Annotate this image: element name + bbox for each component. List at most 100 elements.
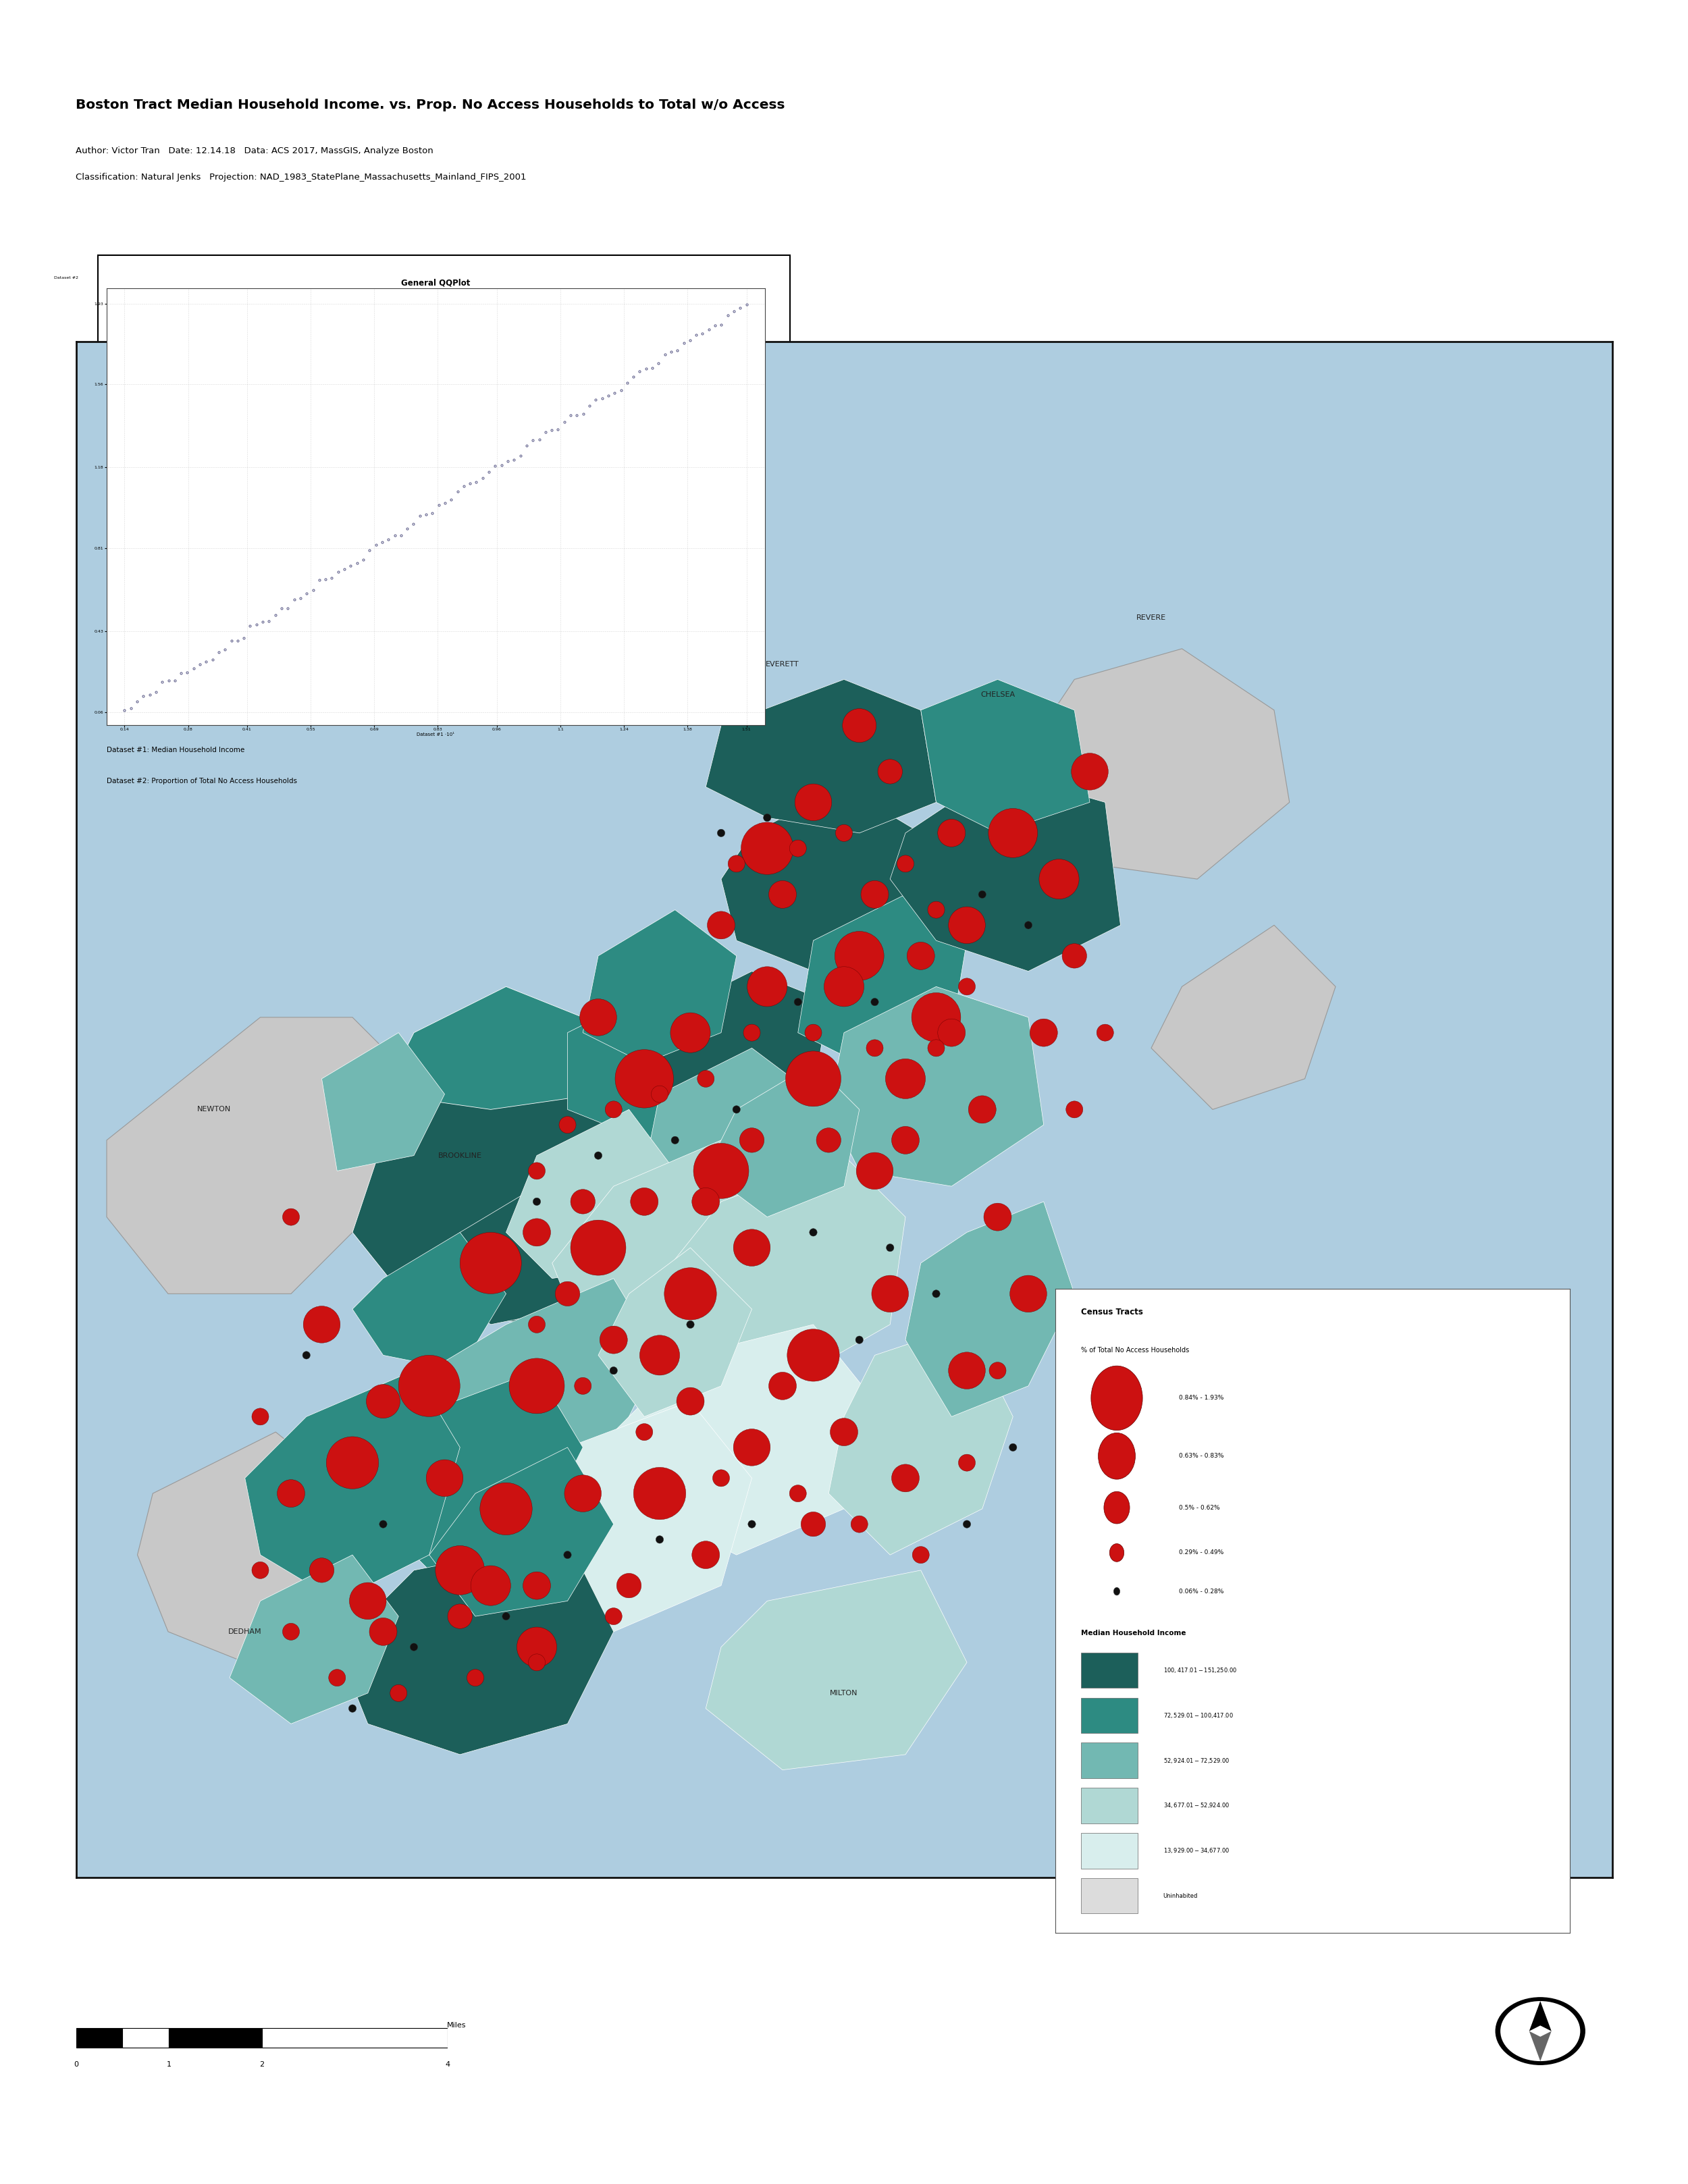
Circle shape [640, 1334, 680, 1376]
Circle shape [1097, 1024, 1114, 1042]
Circle shape [949, 1352, 986, 1389]
Circle shape [739, 1127, 765, 1153]
Point [728, 290, 755, 325]
Point [663, 334, 690, 369]
Circle shape [717, 830, 724, 836]
Text: $100,417.01 - $151,250.00: $100,417.01 - $151,250.00 [1163, 1666, 1237, 1675]
Text: Dataset #2: Proportion of Total No Access Households: Dataset #2: Proportion of Total No Acces… [106, 778, 297, 784]
Circle shape [1065, 1101, 1084, 1118]
Circle shape [657, 1535, 663, 1544]
Circle shape [984, 1203, 1011, 1232]
Circle shape [692, 1542, 719, 1568]
Polygon shape [905, 1201, 1075, 1417]
Circle shape [533, 1197, 540, 1206]
Circle shape [886, 1245, 895, 1251]
Circle shape [528, 1653, 545, 1671]
Point [425, 487, 452, 522]
Circle shape [672, 1136, 679, 1144]
Point [181, 651, 208, 686]
Bar [1080, 1697, 1138, 1734]
Circle shape [398, 1356, 459, 1417]
Text: 1: 1 [167, 2062, 170, 2068]
Circle shape [670, 1013, 711, 1053]
Polygon shape [506, 1402, 751, 1631]
Point [576, 389, 603, 424]
Circle shape [989, 808, 1038, 858]
Point [287, 581, 314, 616]
Circle shape [1009, 1444, 1016, 1450]
Circle shape [817, 1127, 841, 1153]
Circle shape [810, 1230, 817, 1236]
Polygon shape [106, 1018, 414, 1293]
Circle shape [912, 1546, 930, 1564]
Circle shape [878, 760, 903, 784]
Text: EVERETT: EVERETT [766, 662, 800, 668]
Point [589, 380, 616, 415]
Circle shape [979, 891, 986, 898]
Circle shape [528, 1162, 545, 1179]
Polygon shape [429, 1448, 614, 1616]
Point [626, 354, 653, 389]
Point [299, 572, 326, 607]
Point [721, 293, 748, 328]
Point [437, 483, 464, 518]
Polygon shape [322, 1033, 444, 1171]
Circle shape [1109, 1544, 1124, 1562]
Point [388, 518, 415, 553]
Point [407, 498, 434, 533]
Circle shape [425, 1459, 463, 1496]
Circle shape [370, 1618, 397, 1645]
Circle shape [1040, 858, 1079, 900]
Polygon shape [645, 972, 829, 1125]
Polygon shape [429, 1278, 660, 1479]
Point [218, 622, 245, 657]
Point [192, 644, 219, 679]
Circle shape [748, 968, 787, 1007]
X-axis label: Dataset #1 ·10¹: Dataset #1 ·10¹ [417, 732, 454, 736]
Circle shape [805, 1024, 822, 1042]
Polygon shape [506, 1109, 675, 1278]
Point [594, 378, 621, 413]
Point [186, 646, 213, 681]
Circle shape [712, 1470, 729, 1487]
Point [419, 496, 446, 531]
Circle shape [856, 1153, 893, 1190]
Circle shape [790, 1485, 807, 1503]
Polygon shape [429, 1186, 598, 1324]
Text: Census Tracts: Census Tracts [1080, 1308, 1143, 1317]
Point [702, 308, 729, 343]
Circle shape [326, 1437, 378, 1489]
Point [481, 448, 508, 483]
Polygon shape [614, 1324, 874, 1555]
Point [142, 675, 169, 710]
Point [167, 655, 194, 690]
Point [633, 352, 660, 387]
Title: General QQPlot: General QQPlot [402, 280, 469, 288]
Circle shape [896, 856, 913, 871]
Circle shape [309, 1557, 334, 1583]
Circle shape [609, 1367, 618, 1374]
Polygon shape [1529, 2031, 1551, 2062]
Circle shape [886, 1059, 925, 1099]
Circle shape [564, 1551, 571, 1559]
Text: 0.29% - 0.49%: 0.29% - 0.49% [1178, 1551, 1224, 1555]
Text: $34,677.01 - $52,924.00: $34,677.01 - $52,924.00 [1163, 1802, 1229, 1811]
Circle shape [928, 1040, 945, 1057]
Circle shape [861, 880, 888, 909]
Circle shape [282, 1208, 299, 1225]
Circle shape [692, 1188, 719, 1216]
Point [130, 679, 157, 714]
Circle shape [390, 1684, 407, 1701]
Point [601, 376, 628, 411]
Point [677, 323, 704, 358]
Circle shape [871, 1275, 908, 1313]
Point [495, 443, 522, 478]
Circle shape [528, 1317, 545, 1332]
Polygon shape [338, 1540, 614, 1754]
Point [230, 620, 257, 655]
Point [689, 317, 716, 352]
Circle shape [517, 1627, 557, 1666]
Point [520, 422, 547, 456]
Circle shape [824, 968, 864, 1007]
Circle shape [604, 1607, 623, 1625]
